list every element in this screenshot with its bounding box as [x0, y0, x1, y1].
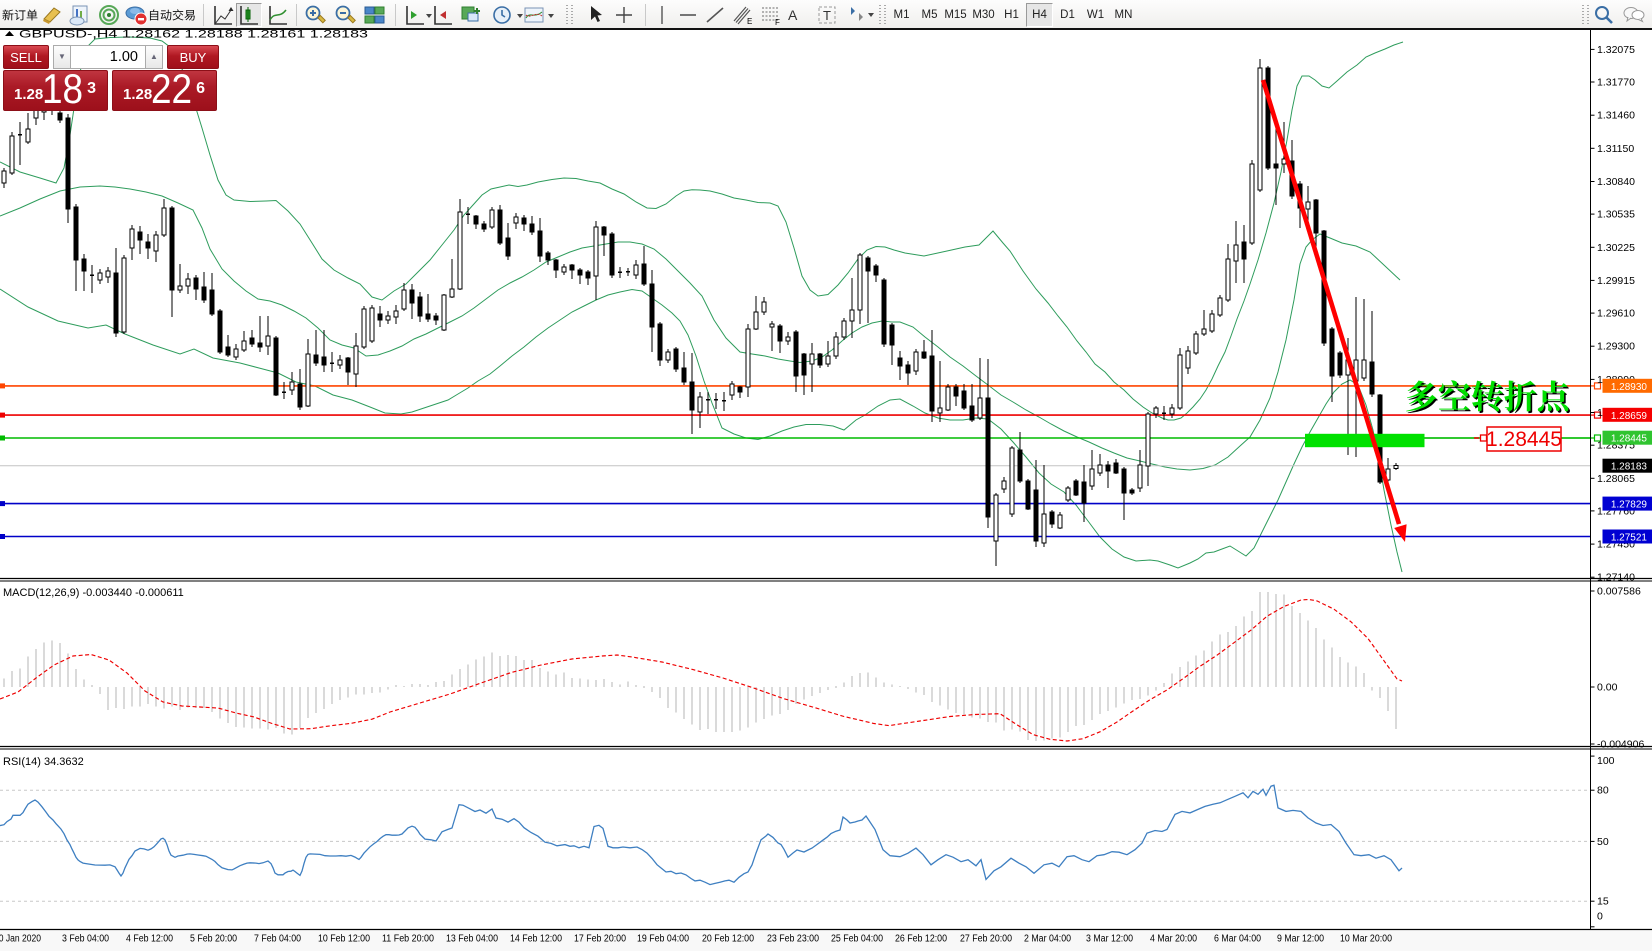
svg-text:1.32075: 1.32075	[1597, 44, 1635, 56]
svg-text:10 Mar 20:00: 10 Mar 20:00	[1340, 934, 1392, 945]
svg-text:50: 50	[1597, 836, 1609, 848]
svg-text:0.007586: 0.007586	[1597, 586, 1641, 598]
svg-text:1.31460: 1.31460	[1597, 110, 1635, 122]
svg-text:MACD(12,26,9) -0.003440 -0.000: MACD(12,26,9) -0.003440 -0.000611	[3, 587, 184, 599]
svg-text:E: E	[747, 17, 752, 26]
svg-text:1.31770: 1.31770	[1597, 77, 1635, 89]
svg-text:5 Feb 20:00: 5 Feb 20:00	[190, 934, 237, 945]
svg-text:1.27829: 1.27829	[1611, 500, 1648, 511]
svg-text:100: 100	[1597, 755, 1615, 767]
svg-text:13 Feb 04:00: 13 Feb 04:00	[446, 934, 498, 945]
svg-text:GBPUSD-,H4 1.28162 1.28188 1.: GBPUSD-,H4 1.28162 1.28188 1.28161 1.281…	[19, 29, 368, 41]
svg-text:7 Feb 04:00: 7 Feb 04:00	[254, 934, 301, 945]
svg-text:1.27521: 1.27521	[1611, 533, 1648, 544]
svg-text:14 Feb 12:00: 14 Feb 12:00	[510, 934, 562, 945]
svg-text:3 Mar 12:00: 3 Mar 12:00	[1086, 934, 1133, 945]
svg-text:27 Feb 20:00: 27 Feb 20:00	[960, 934, 1012, 945]
svg-text:1.30535: 1.30535	[1597, 209, 1635, 221]
svg-text:30 Jan 2020: 30 Jan 2020	[0, 934, 41, 945]
svg-text:25 Feb 04:00: 25 Feb 04:00	[831, 934, 883, 945]
svg-text:3 Feb 04:00: 3 Feb 04:00	[62, 934, 109, 945]
svg-text:1.30225: 1.30225	[1597, 242, 1635, 254]
svg-text:26 Feb 12:00: 26 Feb 12:00	[895, 934, 947, 945]
svg-text:T: T	[823, 8, 831, 23]
svg-text:1.29300: 1.29300	[1597, 341, 1635, 353]
svg-text:1.28659: 1.28659	[1611, 411, 1648, 422]
svg-text:1.28065: 1.28065	[1597, 473, 1635, 485]
svg-text:-0.004906: -0.004906	[1597, 739, 1644, 751]
svg-text:1.28445: 1.28445	[1486, 428, 1562, 451]
svg-text:1.27140: 1.27140	[1597, 572, 1635, 584]
svg-text:4 Feb 12:00: 4 Feb 12:00	[126, 934, 173, 945]
svg-text:23 Feb 23:00: 23 Feb 23:00	[767, 934, 819, 945]
svg-text:15: 15	[1597, 896, 1609, 908]
svg-text:RSI(14) 34.3632: RSI(14) 34.3632	[3, 756, 84, 768]
svg-text:F: F	[775, 18, 780, 27]
svg-text:1.29915: 1.29915	[1597, 275, 1635, 287]
svg-text:11 Feb 20:00: 11 Feb 20:00	[382, 934, 434, 945]
svg-text:1.30840: 1.30840	[1597, 176, 1635, 188]
svg-text:9 Mar 12:00: 9 Mar 12:00	[1277, 934, 1324, 945]
svg-text:1.28183: 1.28183	[1611, 462, 1648, 473]
svg-text:4 Mar 20:00: 4 Mar 20:00	[1150, 934, 1197, 945]
svg-text:0.00: 0.00	[1597, 682, 1618, 694]
svg-text:20 Feb 12:00: 20 Feb 12:00	[702, 934, 754, 945]
svg-text:1.28930: 1.28930	[1611, 382, 1648, 393]
svg-text:10 Feb 12:00: 10 Feb 12:00	[318, 934, 370, 945]
svg-text:2 Mar 04:00: 2 Mar 04:00	[1024, 934, 1071, 945]
svg-text:17 Feb 20:00: 17 Feb 20:00	[574, 934, 626, 945]
svg-text:1.29610: 1.29610	[1597, 308, 1635, 320]
svg-text:1.31150: 1.31150	[1597, 143, 1634, 155]
svg-text:80: 80	[1597, 785, 1609, 797]
svg-text:1.28445: 1.28445	[1611, 434, 1648, 445]
svg-text:0: 0	[1597, 911, 1603, 923]
svg-text:19 Feb 04:00: 19 Feb 04:00	[637, 934, 689, 945]
svg-text:6 Mar 04:00: 6 Mar 04:00	[1214, 934, 1261, 945]
